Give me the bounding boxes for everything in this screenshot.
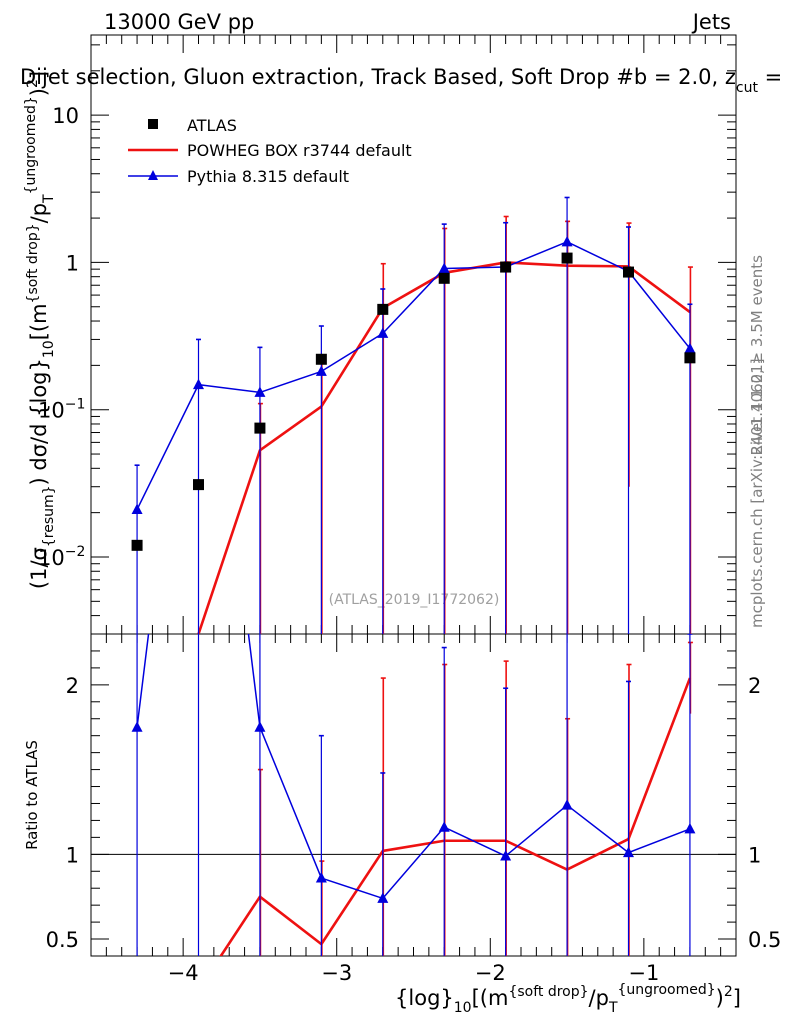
main-yticklabel: 10 — [52, 104, 79, 128]
ratio-xticklabel: −2 — [475, 961, 506, 985]
main-line-pythia — [136, 241, 691, 510]
ratio-xticklabel: −4 — [168, 961, 199, 985]
ratio-yticklabel: 0.5 — [46, 928, 79, 952]
ratio-point-pythia — [254, 721, 266, 732]
ratio-yticklabel-right: 0.5 — [748, 928, 781, 952]
main-point-pythia — [193, 378, 204, 390]
main-ylabel: (1/σ{resum}) dσ/d {log}10[(m{soft drop}/… — [23, 71, 57, 589]
main-point-pythia — [315, 365, 327, 376]
main-yticklabel: 10−2 — [38, 544, 85, 570]
ratio-series — [91, 221, 736, 956]
header-left: 13000 GeV pp — [104, 10, 254, 34]
main-yticklabel: 10−1 — [38, 397, 85, 423]
plot-title: Dijet selection, Gluon extraction, Track… — [20, 65, 782, 96]
legend: ATLAS POWHEG BOX r3744 default Pythia 8.… — [128, 116, 412, 186]
ratio-xlabel: {log}10[(m{soft drop}/pT{ungroomed})2] — [395, 982, 741, 1016]
ratio-point-pythia — [315, 872, 327, 883]
main-point-pythia — [561, 235, 573, 247]
main-point-atlas — [377, 303, 389, 315]
ratio-xticklabel: −3 — [321, 961, 352, 985]
main-point-atlas — [561, 252, 573, 264]
ratio-point-pythia — [623, 846, 634, 858]
legend-marker-pythia — [148, 170, 158, 180]
legend-label-atlas: ATLAS — [187, 116, 237, 135]
main-point-atlas — [623, 266, 634, 278]
main-point-pythia — [684, 342, 696, 354]
main-point-pythia — [438, 262, 450, 273]
ratio-yticklabel-right: 2 — [748, 674, 761, 698]
main-series — [131, 196, 696, 634]
main-axis: 10−2 10−1 1 10 — [38, 35, 737, 635]
ratio-point-pythia — [438, 821, 450, 832]
main-point-atlas — [684, 352, 696, 364]
plot-title-sub: cut — [736, 80, 759, 96]
ratio-point-pythia — [561, 799, 573, 810]
main-point-atlas — [438, 272, 450, 284]
ratio-yticklabel: 1 — [66, 843, 79, 867]
ratio-point-pythia — [193, 221, 204, 232]
ratio-yticklabel: 2 — [66, 674, 79, 698]
ratio-point-pythia — [500, 850, 512, 861]
ratio-point-pythia — [131, 721, 143, 732]
main-point-atlas — [500, 261, 512, 273]
main-point-atlas — [315, 353, 327, 365]
main-point-atlas — [193, 479, 204, 491]
main-point-pythia — [377, 327, 389, 338]
main-point-atlas — [131, 539, 143, 551]
legend-marker-atlas — [148, 119, 158, 129]
legend-label-powheg: POWHEG BOX r3744 default — [187, 141, 412, 160]
ratio-line-pythia — [136, 634, 691, 900]
ratio-ylabel: Ratio to ATLAS — [23, 740, 41, 850]
ratio-frame — [90, 633, 737, 957]
side-mcplots: mcplots.cern.ch [arXiv:2401.10621] — [748, 358, 766, 628]
analysis-label: (ATLAS_2019_I1772062) — [329, 592, 500, 608]
main-point-pythia — [131, 503, 143, 515]
ratio-point-pythia — [684, 822, 696, 834]
side-rivet: Rivet 4.1.0, ≥ 3.5M events — [748, 255, 766, 456]
plot-title-tail: = — [758, 65, 782, 89]
main-yticklabel: 1 — [66, 251, 79, 275]
plot-title-main: Dijet selection, Gluon extraction, Track… — [20, 65, 736, 89]
header-right: Jets — [691, 10, 731, 34]
main-point-pythia — [254, 386, 266, 397]
ratio-yticklabel-right: 1 — [748, 843, 761, 867]
ratio-axis: −4 −3 −2 −1 0.5 0.5 1 1 2 2 — [46, 633, 781, 985]
ratio-xticklabel: −1 — [628, 961, 659, 985]
main-point-atlas — [254, 422, 266, 434]
legend-label-pythia: Pythia 8.315 default — [187, 167, 349, 186]
ratio-point-pythia — [377, 892, 389, 903]
